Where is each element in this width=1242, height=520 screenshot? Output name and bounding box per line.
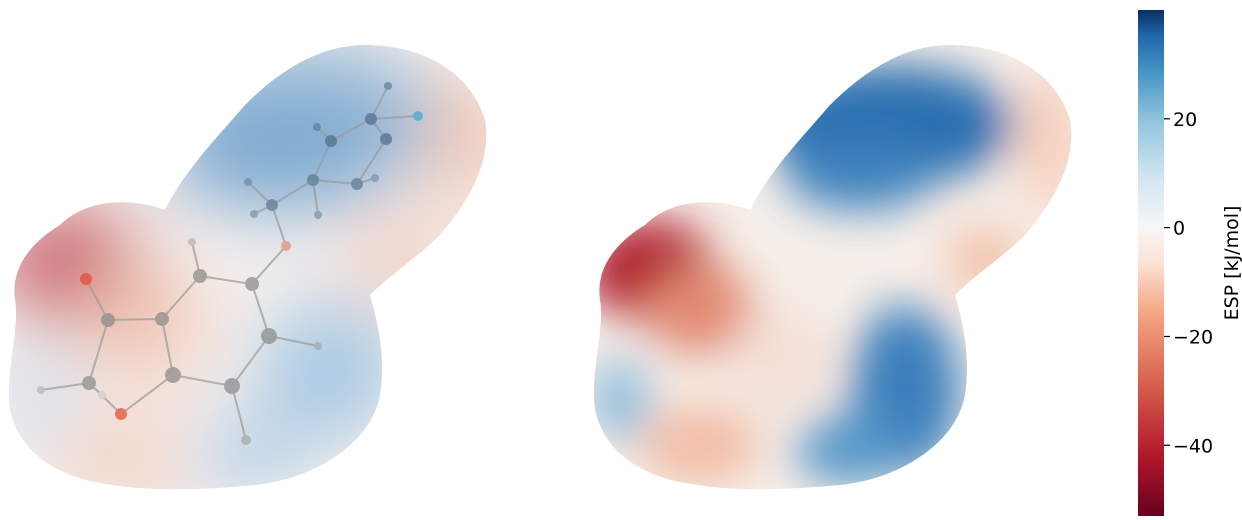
colorbar-ticks: 20 0 −20 −40 <box>1164 109 1213 457</box>
bonds <box>40 85 419 441</box>
colorbar-tick-label: 20 <box>1173 109 1197 131</box>
colorbar-tick-label: 0 <box>1173 218 1185 240</box>
molecule-overlay <box>37 82 423 445</box>
colorbar-gradient <box>1138 10 1164 516</box>
atoms <box>37 82 423 445</box>
colorbar-tick-label: −20 <box>1173 326 1213 348</box>
surface-panel-left <box>8 45 487 490</box>
surface-panel-right <box>593 45 1072 490</box>
colorbar-tick-label: −40 <box>1173 435 1213 457</box>
colorbar: 20 0 −20 −40 ESP [kJ/mol] <box>1138 10 1242 516</box>
colorbar-label: ESP [kJ/mol] <box>1221 206 1242 321</box>
